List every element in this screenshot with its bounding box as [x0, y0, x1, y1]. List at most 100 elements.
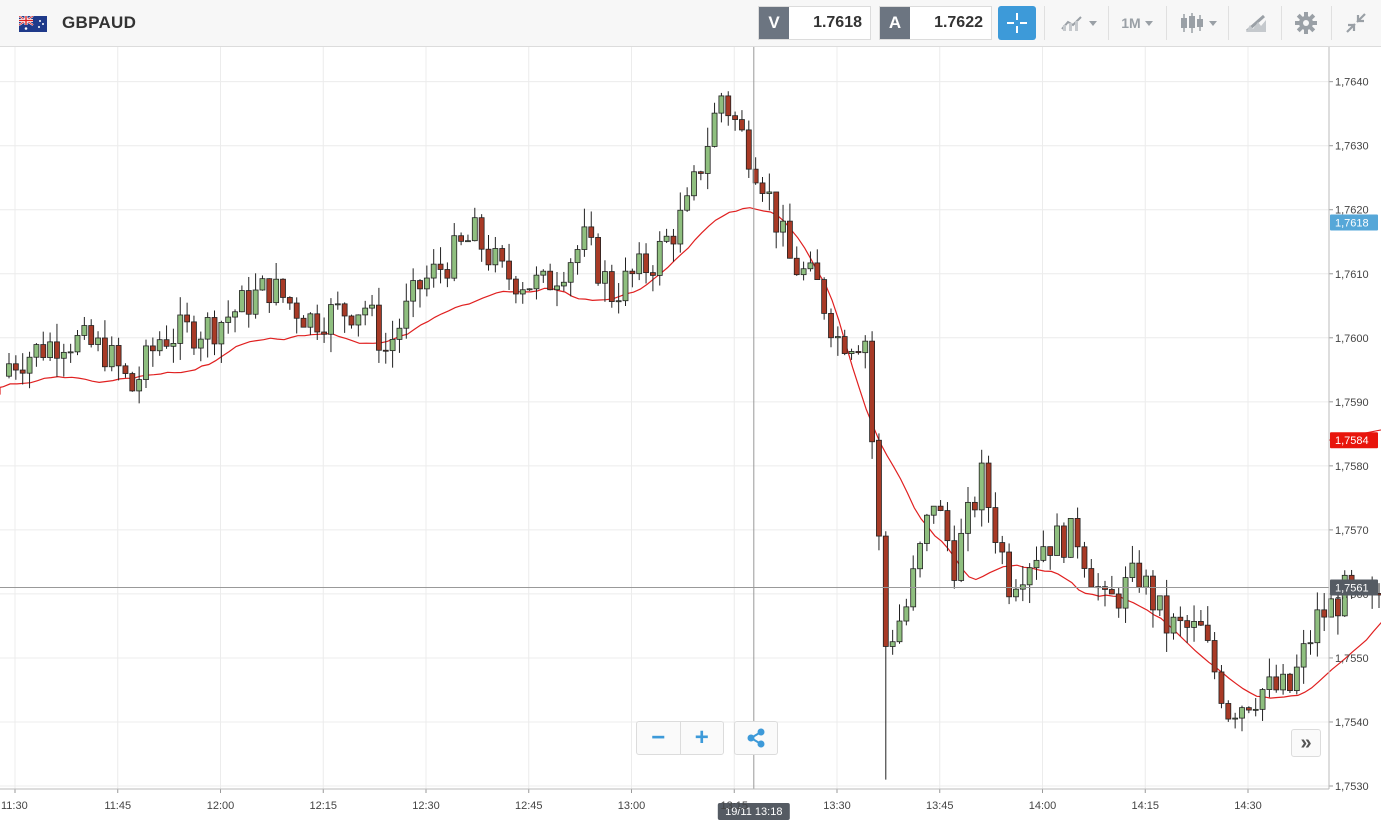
candle-body [348, 315, 355, 326]
candle-body [1019, 584, 1026, 590]
y-tick-label: 1,7610 [1335, 269, 1369, 281]
x-tick-label: 13:15 [720, 800, 748, 812]
chart-type-button[interactable] [1172, 5, 1224, 41]
crosshair-time-label: 19/11 13:18 [725, 806, 782, 818]
toolbar-separator [1166, 6, 1167, 40]
candle-body [266, 278, 273, 304]
candle-body [725, 95, 732, 117]
sell-price-box[interactable]: V 1.7618 [758, 6, 871, 40]
draw-button[interactable] [1234, 5, 1278, 41]
candle-body [136, 379, 143, 392]
candle-body [787, 220, 793, 259]
candle-body [978, 462, 985, 511]
time-axis: 11:30 11:45 12:00 12:15 12:30 12:45 13:00 13:15… [0, 788, 1329, 812]
crosshair: 19/11 13:18 [0, 47, 1329, 820]
candle-body [903, 606, 910, 622]
share-button[interactable] [734, 721, 778, 755]
candle-body [478, 217, 485, 250]
x-tick-label: 12:15 [309, 800, 337, 812]
candle-body [19, 369, 26, 374]
candle-body [423, 277, 430, 290]
candle-body [697, 171, 704, 174]
candle-body [382, 349, 389, 352]
indicators-button[interactable] [1052, 5, 1104, 41]
candle-body [862, 340, 869, 354]
settings-button[interactable] [1284, 5, 1328, 41]
chart-toolbar: GBPAUD V 1.7618 A 1.7622 1M [0, 0, 1381, 47]
candle-body [177, 314, 184, 344]
y-tick-label: 1,7540 [1335, 717, 1369, 729]
candle-body [992, 507, 999, 543]
candle-body [1300, 643, 1307, 668]
candle-body [615, 300, 622, 303]
candle-body [629, 270, 636, 275]
candle-body [1191, 621, 1197, 628]
share-icon [747, 728, 765, 748]
candle-body [492, 248, 499, 266]
crosshair-button[interactable] [998, 6, 1036, 40]
y-tick-label: 1,7590 [1335, 397, 1369, 409]
candle-body [12, 363, 19, 371]
candle-body [1040, 546, 1047, 561]
candle-body [307, 313, 314, 328]
candle-body [328, 304, 334, 335]
candle-body [1163, 595, 1170, 634]
candle-body [1266, 676, 1273, 690]
candle-body [1198, 621, 1204, 626]
candle-body [841, 336, 848, 354]
price-chart[interactable]: 19/11 13:18 1,75301,75401,75501,75601,75… [0, 47, 1381, 826]
timeframe-button[interactable]: 1M [1112, 5, 1162, 41]
y-tick-label: 1,7570 [1335, 525, 1369, 537]
candle-body [238, 290, 245, 313]
candle-body [232, 311, 238, 318]
candle-body [1314, 609, 1321, 644]
candle-body [1170, 616, 1177, 634]
candlestick-series [6, 91, 1381, 780]
buy-tag: A [880, 7, 910, 39]
chevron-down-icon [1144, 20, 1153, 26]
candle-body [156, 339, 163, 352]
candle-body [780, 220, 786, 233]
candle-body [1061, 525, 1067, 558]
candle-body [314, 313, 321, 333]
candle-body [560, 281, 567, 287]
y-tick-label: 1,7630 [1335, 141, 1369, 153]
candle-body [793, 257, 800, 276]
candle-body [355, 314, 362, 326]
candle-body [60, 351, 67, 359]
buy-price-box[interactable]: A 1.7622 [879, 6, 992, 40]
crosshair-time-badge [717, 803, 790, 820]
candle-body [211, 317, 218, 345]
candle-body [430, 263, 437, 279]
x-tick-label: 14:15 [1131, 800, 1159, 812]
scroll-right-button[interactable]: » [1291, 729, 1321, 757]
x-tick-label: 14:00 [1029, 800, 1057, 812]
chevron-down-icon [1209, 20, 1217, 26]
candle-body [663, 235, 670, 242]
x-tick-label: 12:00 [207, 800, 235, 812]
candle-body [149, 345, 156, 352]
candle-body [1013, 588, 1019, 598]
candle-body [855, 351, 862, 354]
collapse-button[interactable] [1334, 5, 1378, 41]
instrument-symbol: GBPAUD [62, 13, 137, 32]
zoom-in-button[interactable]: + [679, 722, 724, 754]
candle-body [170, 343, 177, 347]
indicators-icon [1061, 16, 1082, 31]
candle-body [958, 532, 965, 581]
candle-body [1026, 567, 1033, 586]
candlestick-icon [1181, 13, 1203, 33]
candle-body [40, 344, 47, 358]
candle-body [513, 278, 519, 295]
zoom-out-button[interactable]: − [651, 724, 666, 751]
candle-body [656, 240, 663, 276]
candle-body [95, 337, 101, 345]
candle-body [821, 279, 828, 314]
candle-body [129, 373, 136, 392]
y-tick-label: 1,7640 [1335, 77, 1369, 89]
candle-body [1081, 546, 1088, 569]
candle-body [458, 235, 465, 242]
buy-price: 1.7622 [934, 14, 983, 31]
candle-body [554, 285, 560, 291]
candle-body [204, 317, 211, 340]
